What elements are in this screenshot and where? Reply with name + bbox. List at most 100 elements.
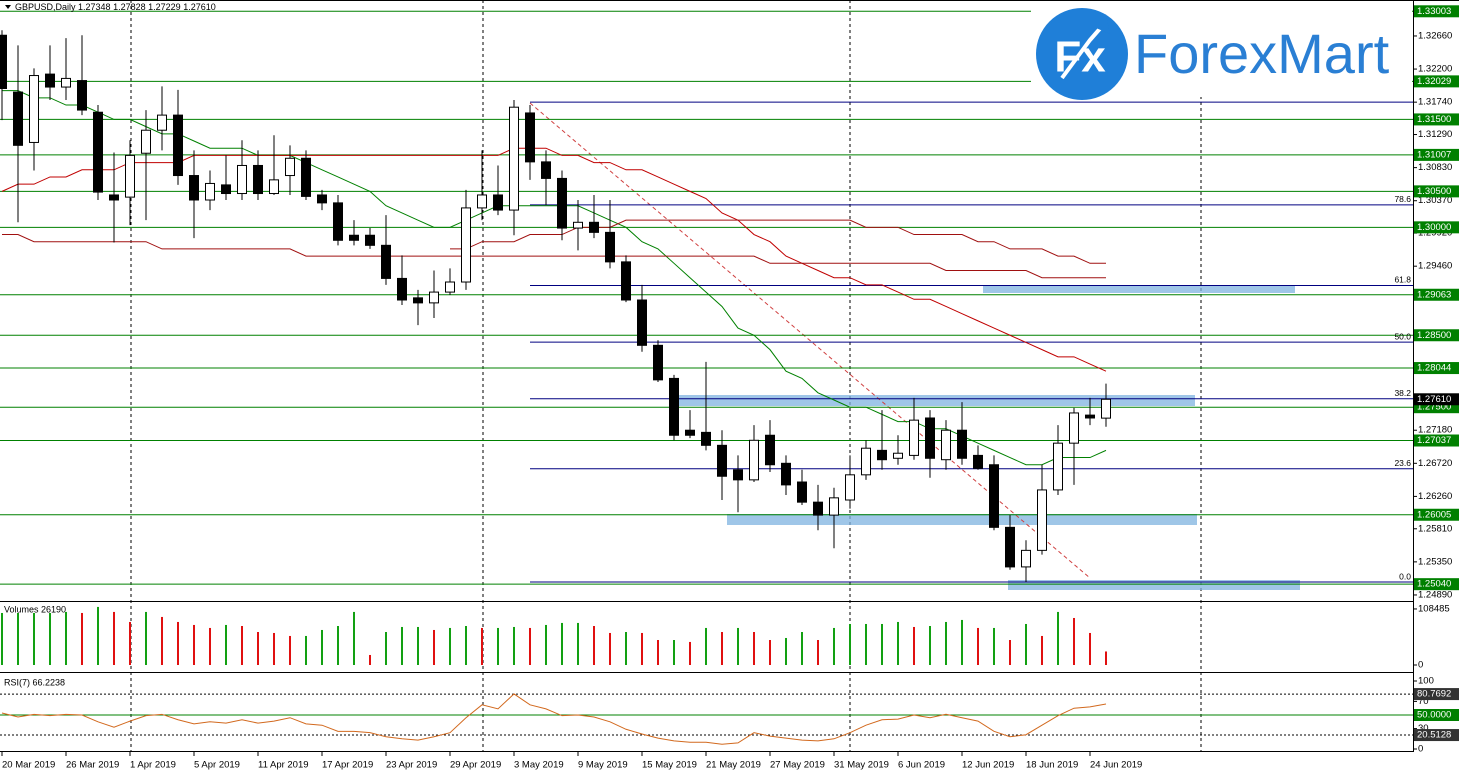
fib-label: 61.8 (1394, 275, 1411, 285)
candle-body (1005, 526, 1015, 568)
moving-average (2, 234, 1106, 279)
candle-body (237, 164, 247, 195)
zone (1008, 580, 1300, 590)
level-label: 1.27037 (1417, 435, 1451, 446)
candle-body (925, 417, 935, 459)
x-tick-label: 3 May 2019 (514, 760, 564, 771)
candle-body (637, 299, 647, 346)
level-box (1414, 709, 1459, 721)
level-box (1414, 362, 1459, 375)
y-tick-label: 1.30370 (1418, 195, 1452, 206)
y-tick-label: 0 (1418, 744, 1423, 755)
y-tick-label: 1.30830 (1418, 162, 1452, 173)
candle-body (29, 75, 39, 143)
level-label: 1.25040 (1417, 579, 1451, 590)
symbol: GBPUSD,Daily (15, 2, 76, 12)
candle-body (573, 221, 583, 229)
x-tick-label: 24 Jun 2019 (1090, 760, 1142, 771)
menu-arrow (5, 5, 11, 9)
candle-body (1037, 489, 1047, 551)
level-label: 1.31007 (1417, 149, 1451, 160)
candle-body (765, 434, 775, 466)
plot-layer: 1.32660 1.32200 1.31740 1.31290 1.30830 1.303… (0, 5, 1459, 771)
candle-body (45, 73, 55, 88)
candle-body (957, 429, 967, 459)
level-box (1414, 221, 1459, 234)
candle-body (365, 234, 375, 246)
candle-body (973, 454, 983, 469)
candle-body (653, 344, 663, 381)
level-label: 1.28044 (1417, 363, 1451, 374)
open-value: 1.27348 (78, 2, 111, 12)
y-tick-label: 108485 (1418, 603, 1450, 614)
rsi-line (1, 693, 1107, 745)
level-box (1414, 578, 1459, 591)
fib-label: 0.0 (1399, 571, 1411, 581)
candle-body (141, 129, 151, 154)
candle-body (301, 157, 311, 197)
x-tick-label: 23 Apr 2019 (386, 760, 437, 771)
panel-frames (0, 0, 1459, 752)
candle-body (61, 77, 71, 88)
level-label: 1.29063 (1417, 289, 1451, 300)
x-tick-label: 17 Apr 2019 (322, 760, 373, 771)
x-tick-label: 31 May 2019 (834, 760, 889, 771)
y-tick-label: 70 (1418, 696, 1429, 707)
x-tick-label: 15 May 2019 (642, 760, 697, 771)
high-value: 1.27828 (113, 2, 146, 12)
level-box (1414, 148, 1459, 161)
candle-body (493, 194, 503, 211)
candle-body (989, 464, 999, 528)
x-tick-label: 6 Jun 2019 (898, 760, 945, 771)
x-tick-label: 18 Jun 2019 (1026, 760, 1078, 771)
level-label: 1.30000 (1417, 222, 1451, 233)
moving-average (2, 90, 1107, 466)
candle-body (941, 429, 951, 461)
level-label: 50.0000 (1417, 710, 1451, 721)
candle-body (717, 444, 727, 477)
level-box (1414, 434, 1459, 447)
candle-body (733, 469, 743, 481)
x-tick-label: 20 Mar 2019 (2, 760, 55, 771)
moving-average (1, 147, 1107, 372)
level-label: 1.33003 (1417, 6, 1451, 17)
candle-body (189, 175, 199, 201)
candle-body (0, 34, 7, 89)
level-label: 20.5128 (1417, 730, 1451, 741)
candle-body (93, 111, 103, 193)
candle-body (813, 501, 823, 516)
candle-body (77, 80, 87, 111)
level-label: 1.30500 (1417, 186, 1451, 197)
level-box (1414, 185, 1459, 198)
y-tick-label: 1.32200 (1418, 64, 1452, 75)
candle-body (509, 106, 519, 211)
y-tick-label: 1.24890 (1418, 589, 1452, 600)
fib-label: 78.6 (1394, 194, 1411, 204)
candle-body (893, 452, 903, 459)
header: GBPUSD,Daily 1.27348 1.27828 1.27229 1.2… (15, 2, 216, 12)
candle-body (269, 179, 279, 195)
x-tick-label: 5 Apr 2019 (194, 760, 240, 771)
candle-body (749, 439, 759, 481)
candle-body (461, 207, 471, 283)
candle-body (13, 91, 23, 146)
candle-body (845, 474, 855, 501)
candle-body (125, 154, 135, 198)
y-tick-label: 1.26260 (1418, 491, 1452, 502)
level-label: 1.27500 (1417, 402, 1451, 413)
candle-body (429, 291, 439, 304)
level-box (1414, 688, 1459, 701)
candle-body (221, 184, 231, 195)
logo-arrowhead (1096, 14, 1110, 34)
candle-body (477, 194, 487, 209)
candle-body (589, 221, 599, 233)
x-tick-label: 11 Apr 2019 (258, 760, 309, 771)
y-tick-label: 1.32660 (1418, 30, 1452, 41)
level-box (1414, 75, 1459, 88)
level-box (1414, 729, 1459, 742)
level-label: 1.31500 (1417, 114, 1451, 125)
level-box (1414, 329, 1459, 342)
